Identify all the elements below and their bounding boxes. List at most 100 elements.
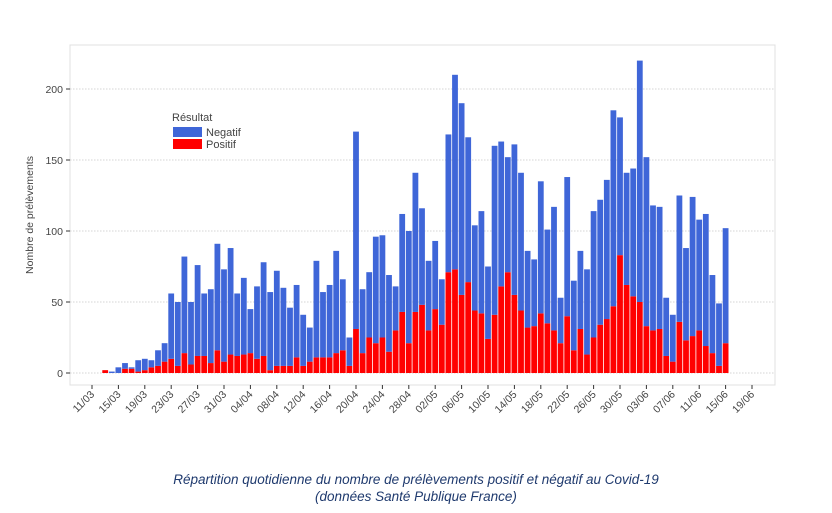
bar-positif: 24/04 Positif: 25	[379, 337, 386, 373]
bar-negatif: 26/03 Negatif: 44	[188, 302, 194, 365]
bar-negatif: 22/03 Negatif: 13	[161, 343, 168, 362]
bar-positif: 12/04 Positif: 5	[300, 365, 307, 373]
bar-negatif: 04/04 Negatif: 31	[247, 309, 254, 354]
bar-negatif: 01/05 Negatif: 49	[425, 260, 432, 331]
bar-positif: 07/04 Positif: 2	[267, 370, 274, 373]
bar-positif: 21/05 Positif: 21	[557, 343, 564, 373]
bar-positif: 08/04 Positif: 5	[273, 365, 280, 373]
x-tick-label: 23/03	[149, 389, 176, 416]
bar-negatif: 14/04 Negatif: 68	[313, 260, 320, 358]
bar-negatif: 21/04 Negatif: 45	[359, 289, 366, 354]
bar-negatif: 09/04 Negatif: 55	[280, 287, 287, 366]
bar-positif: 13/05 Positif: 71	[504, 272, 511, 373]
bar-positif: 10/04 Positif: 5	[287, 365, 293, 373]
bar-negatif: 07/05 Negatif: 102	[465, 137, 472, 283]
bar-positif: 19/03 Positif: 2	[141, 370, 148, 373]
bar-negatif: 06/05 Negatif: 135	[458, 103, 465, 295]
bar-positif: 27/05 Positif: 34	[597, 324, 604, 373]
bar-positif: 14/04 Positif: 11	[313, 357, 320, 373]
bar-negatif: 23/03 Negatif: 46	[168, 293, 175, 359]
bar-positif: 15/05 Positif: 44	[518, 310, 524, 373]
x-tick-label: 19/03	[123, 389, 150, 416]
bar-positif: 20/03 Positif: 4	[148, 367, 155, 373]
bar-positif: 06/06 Positif: 12	[663, 355, 670, 373]
bar-positif: 08/05 Positif: 44	[471, 310, 478, 373]
bar-negatif: 10/04 Negatif: 41	[287, 307, 293, 366]
x-tick-label: 10/05	[466, 389, 493, 416]
bar-negatif: 07/04 Negatif: 55	[267, 292, 274, 371]
bar-negatif: 18/05 Negatif: 93	[537, 181, 544, 314]
bar-positif: 24/05 Positif: 31	[577, 328, 584, 373]
bar-negatif: 12/05 Negatif: 102	[498, 141, 505, 287]
bar-positif: 30/03 Positif: 16	[214, 350, 221, 373]
bar-positif: 16/04 Positif: 11	[326, 357, 333, 373]
bar-negatif: 04/05 Negatif: 97	[445, 134, 452, 273]
bar-negatif: 13/06 Negatif: 55	[709, 275, 716, 354]
bar-negatif: 09/06 Negatif: 65	[683, 248, 689, 341]
bar-negatif: 16/04 Negatif: 51	[326, 284, 333, 358]
bar-negatif: 22/04 Negatif: 46	[366, 272, 373, 338]
bar-positif: 20/04 Positif: 31	[353, 328, 359, 373]
bar-negatif: 07/06 Negatif: 33	[669, 314, 676, 362]
bar-positif: 18/04 Positif: 16	[339, 350, 346, 373]
bar-negatif: 22/05 Negatif: 98	[564, 177, 571, 317]
bar-positif: 30/05 Positif: 83	[617, 255, 623, 373]
bar-positif: 17/04 Positif: 14	[333, 353, 340, 373]
bar-negatif: 09/05 Negatif: 72	[478, 211, 485, 314]
x-tick-label: 11/06	[678, 389, 705, 416]
x-tick-label: 27/03	[176, 389, 203, 416]
bar-negatif: 11/04 Negatif: 51	[293, 284, 300, 358]
bar-negatif: 19/03 Negatif: 8	[141, 358, 148, 371]
bar-positif: 17/03 Positif: 3	[128, 368, 135, 373]
bar-negatif: 02/04 Negatif: 44	[234, 293, 241, 356]
bar-positif: 25/05 Positif: 13	[584, 354, 590, 373]
bar-positif: 25/04 Positif: 15	[386, 351, 392, 373]
bar-negatif: 01/04 Negatif: 75	[227, 248, 234, 355]
bar-negatif: 17/05 Negatif: 47	[531, 259, 538, 327]
bar-positif: 21/03 Positif: 5	[155, 365, 161, 373]
bar-negatif: 30/03 Negatif: 75	[214, 243, 221, 351]
bar-negatif: 11/05 Negatif: 119	[491, 145, 498, 315]
bar-negatif: 17/03 Negatif: 1	[128, 367, 135, 369]
bar-positif: 26/03 Positif: 6	[188, 364, 194, 373]
bar-positif: 15/04 Positif: 11	[320, 357, 326, 373]
y-axis-label: Nombre de prélèvements	[24, 156, 36, 274]
bar-negatif: 24/03 Negatif: 45	[174, 302, 181, 366]
x-tick-label: 19/06	[730, 389, 757, 416]
bar-negatif: 15/05 Negatif: 97	[518, 172, 524, 311]
x-tick-label: 30/05	[598, 389, 625, 416]
bar-positif: 29/04 Positif: 43	[412, 311, 419, 373]
bar-positif: 05/05 Positif: 73	[452, 269, 458, 373]
bar-negatif: 10/05 Negatif: 51	[485, 266, 491, 339]
bar-negatif: 06/06 Negatif: 41	[663, 297, 670, 356]
bar-negatif: 13/05 Negatif: 81	[504, 157, 511, 273]
bar-positif: 06/04 Positif: 12	[260, 355, 267, 373]
y-tick-label: 100	[45, 226, 63, 238]
x-tick-label: 03/06	[624, 389, 651, 416]
bar-negatif: 26/04 Negatif: 31	[392, 286, 399, 331]
bar-positif: 22/03 Positif: 8	[161, 361, 168, 373]
bar-positif: 11/06 Positif: 30	[696, 330, 703, 373]
bar-positif: 13/04 Positif: 8	[306, 361, 313, 373]
bar-negatif: 16/05 Negatif: 54	[524, 250, 531, 328]
bar-positif: 31/03 Positif: 8	[221, 361, 227, 373]
bar-negatif: 16/03 Negatif: 4	[122, 363, 128, 369]
bar-negatif: 06/04 Negatif: 66	[260, 262, 267, 356]
bar-negatif: 29/04 Negatif: 98	[412, 172, 419, 312]
bar-positif: 23/04 Positif: 21	[372, 343, 379, 373]
bar-negatif: 02/06 Negatif: 170	[636, 60, 643, 302]
x-tick-label: 04/04	[228, 389, 255, 416]
bar-negatif: 19/05 Negatif: 66	[544, 229, 551, 324]
x-tick-label: 28/04	[387, 389, 414, 416]
bar-positif: 03/04 Positif: 13	[240, 354, 247, 373]
bar-positif: 14/06 Positif: 5	[716, 365, 722, 373]
bar-positif: 22/04 Positif: 25	[366, 337, 373, 373]
bar-negatif: 15/06 Negatif: 81	[722, 228, 729, 344]
bar-positif: 02/06 Positif: 50	[636, 302, 643, 373]
x-tick-label: 14/05	[492, 389, 519, 416]
bar-positif: 21/04 Positif: 14	[359, 353, 366, 373]
bar-negatif: 29/03 Negatif: 52	[207, 289, 214, 364]
bar-negatif: 24/04 Negatif: 72	[379, 235, 386, 338]
bar-negatif: 29/05 Negatif: 138	[610, 110, 617, 307]
bar-negatif: 27/04 Negatif: 69	[399, 213, 406, 312]
